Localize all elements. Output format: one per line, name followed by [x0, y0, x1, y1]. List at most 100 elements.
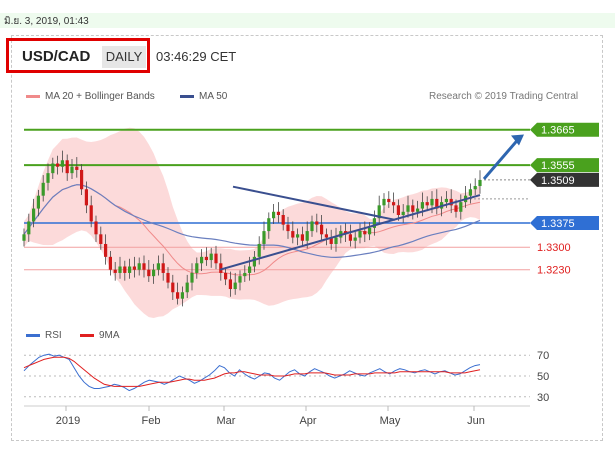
candle-body [267, 218, 271, 232]
candle-body [51, 163, 55, 174]
candle-body [262, 231, 266, 244]
candle-body [406, 205, 410, 212]
rsi-series-9ma [23, 356, 481, 387]
candle [51, 157, 55, 179]
candle-body [190, 272, 194, 283]
candle-body [444, 198, 448, 203]
level-label-2: 1.3509 [530, 172, 599, 187]
candle [224, 267, 228, 286]
candle [41, 175, 45, 202]
candle [219, 253, 223, 281]
candle [60, 150, 64, 173]
candle-body [348, 234, 352, 241]
candle [84, 181, 88, 214]
candle-body [152, 269, 156, 277]
legend-rsi-label: RSI [45, 330, 62, 341]
level-label-0: 1.3665 [530, 122, 599, 137]
candle-body [281, 215, 285, 225]
level-label-text: 1.3230 [537, 265, 571, 277]
candle [358, 223, 362, 244]
candle-body [272, 211, 276, 219]
candle [276, 202, 280, 223]
candle [142, 255, 146, 278]
candle-body [128, 266, 132, 273]
candle [128, 258, 132, 279]
level-label-text: 1.3509 [541, 175, 575, 187]
candle [65, 154, 69, 181]
candle-body [372, 218, 376, 228]
candle [94, 215, 98, 243]
legend-9ma-label: 9MA [99, 330, 120, 341]
candle-body [180, 292, 184, 299]
candle-body [209, 253, 213, 261]
candle-body [320, 224, 324, 235]
x-tick-label: Jun [467, 415, 485, 427]
legend-ma50-label: MA 50 [199, 91, 228, 102]
candle [118, 256, 122, 279]
level-label-text: 1.3300 [537, 242, 571, 254]
candle [190, 263, 194, 291]
candle [32, 198, 36, 228]
candle-body [22, 234, 26, 241]
candle [238, 270, 242, 291]
candle-body [329, 237, 333, 244]
candle [286, 216, 290, 239]
candle-body [99, 234, 103, 244]
candle-body [310, 221, 314, 232]
candle-body [363, 231, 367, 235]
candle [363, 221, 367, 243]
candle-body [416, 208, 420, 212]
candle [296, 228, 300, 246]
candle-body [478, 179, 482, 187]
candle-body [36, 195, 40, 209]
candle-body [195, 263, 199, 273]
legend-bollinger: MA 20 + Bollinger Bands [26, 91, 155, 102]
candle [176, 282, 180, 305]
candle-body [123, 266, 127, 273]
candle-body [104, 243, 108, 257]
candle [132, 256, 136, 278]
candle [324, 228, 328, 246]
candle-body [257, 243, 261, 257]
candle [75, 157, 79, 178]
candle [310, 215, 314, 237]
candle [137, 257, 141, 276]
candle [108, 251, 112, 276]
candle-body [411, 205, 415, 212]
timestamp: มิ.ย. 3, 2019, 01:43 [4, 16, 89, 27]
candle-body [425, 202, 429, 206]
candle [300, 226, 304, 247]
candle-body [392, 202, 396, 206]
candle-body [142, 263, 146, 270]
candle [377, 195, 381, 225]
candle [320, 215, 324, 241]
level-label-1: 1.3555 [530, 158, 599, 173]
candle-body [204, 256, 208, 261]
period-button[interactable]: DAILY [102, 46, 146, 68]
candle-body [94, 221, 98, 235]
candle [315, 213, 319, 233]
downtrend-line [232, 185, 396, 221]
candle-body [334, 237, 338, 244]
candle [99, 226, 103, 250]
candle [204, 247, 208, 266]
candle [411, 199, 415, 220]
candle-body [396, 205, 400, 215]
candle [195, 257, 199, 279]
chart-card [11, 35, 603, 441]
candle [80, 164, 84, 196]
candle-body [401, 211, 405, 215]
candle-body [176, 292, 180, 299]
candle-body [108, 256, 112, 270]
candle-body [224, 272, 228, 280]
candle-body [387, 198, 391, 203]
rsi-swatch-icon [26, 333, 40, 337]
candle [272, 204, 276, 225]
candle [27, 213, 31, 243]
candle [22, 228, 26, 247]
candle-body [252, 256, 256, 267]
candle [46, 163, 50, 191]
ma50-swatch-icon [180, 94, 194, 98]
candle-body [473, 186, 477, 190]
